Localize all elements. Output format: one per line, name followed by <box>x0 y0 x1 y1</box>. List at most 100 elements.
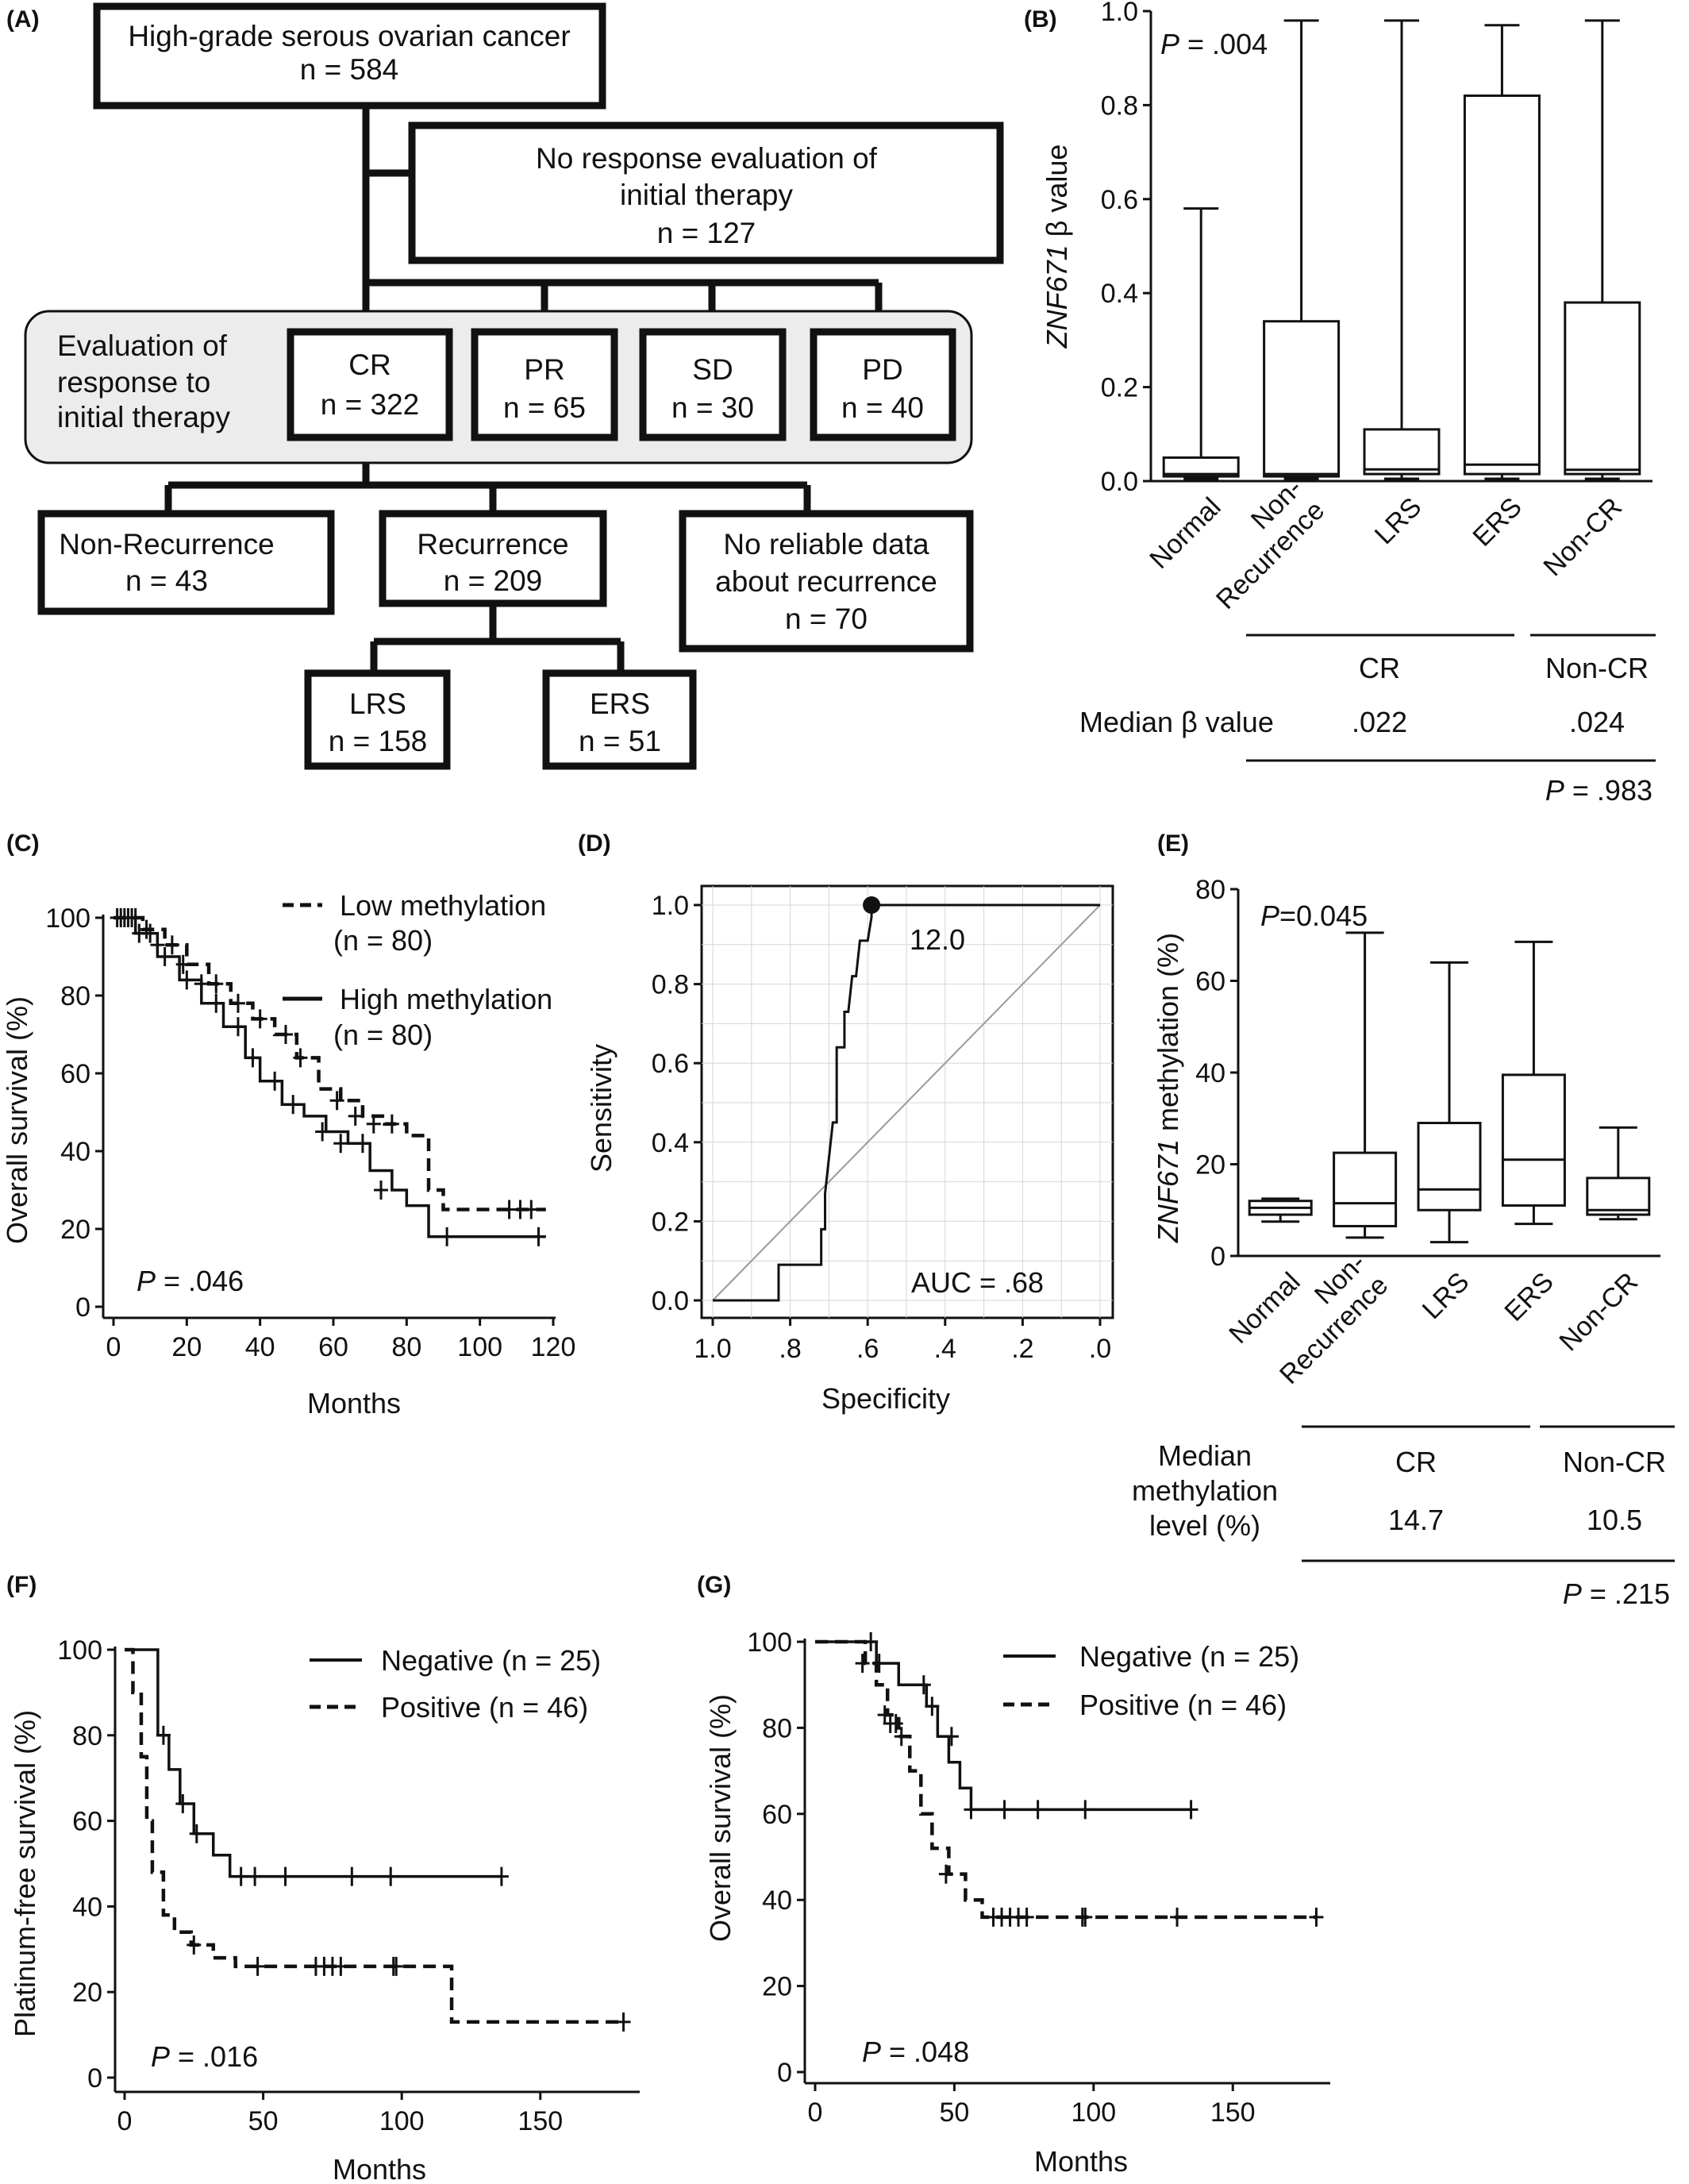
cr-n: n = 322 <box>321 388 419 421</box>
chart-d-reference-diagonal <box>712 904 1101 1301</box>
chart-b-ylabel-unit: β value <box>1041 144 1073 245</box>
eval-line3: initial therapy <box>57 401 231 433</box>
chart-b-ylabel: ZNF671 β value <box>1041 144 1073 349</box>
chart-e-median-cr: 14.7 <box>1388 1504 1444 1536</box>
chart-e-group-cr: CR <box>1395 1446 1437 1478</box>
legend-f-positive-label: Positive (n = 46) <box>381 1691 588 1724</box>
sd-n: n = 30 <box>671 391 754 424</box>
chart-g-series-dashed-line <box>815 1639 1317 1920</box>
chart-f-ytick-label: 80 <box>72 1721 102 1751</box>
chart-d-frame <box>700 884 1114 1319</box>
chart-b-group-cr: CR <box>1359 652 1400 684</box>
chart-g-ytick-label: 40 <box>762 1885 792 1916</box>
chart-f-xtick-label: 50 <box>248 2106 279 2136</box>
flowchart-text: High-grade serous ovarian cancer n = 584… <box>59 20 937 757</box>
chart-d-xtick-label: .8 <box>779 1334 801 1364</box>
chart-f-xlabel: Months <box>333 2153 426 2184</box>
ers-n: n = 51 <box>579 725 661 757</box>
chart-f-legend: Negative (n = 25) Positive (n = 46) <box>310 1644 601 1724</box>
chart-c-ytick-label: 20 <box>60 1215 90 1245</box>
chart-g-ylabel: Overall survival (%) <box>704 1694 737 1942</box>
chart-d-roc-curve <box>713 903 1100 1302</box>
chart-b-table: CR Non-CR Median β value .022 .024 P = .… <box>1079 634 1656 807</box>
chart-c-xtick-label: 120 <box>531 1332 576 1362</box>
legend-g-negative-label: Negative (n = 25) <box>1079 1640 1299 1673</box>
chart-f-ytick-label: 60 <box>72 1807 102 1837</box>
chart-c-legend: Low methylation (n = 80) High methylatio… <box>283 889 552 1051</box>
chart-c-series-dashed-line <box>113 915 546 1211</box>
chart-e-median-noncr: 10.5 <box>1587 1504 1642 1536</box>
chart-f-ytick-label: 100 <box>57 1635 102 1666</box>
panel-label-a: (A) <box>6 6 40 33</box>
chart-e-ylabel-gene: ZNF671 <box>1152 1139 1184 1243</box>
chart-g-legend: Negative (n = 25) Positive (n = 46) <box>1003 1640 1299 1721</box>
chart-b-box <box>1463 94 1541 476</box>
panel-label-d: (D) <box>578 830 611 857</box>
chart-d-xtick-label: .2 <box>1011 1334 1033 1364</box>
chart-f-ytick-label: 20 <box>72 1978 102 2008</box>
pr-n: n = 65 <box>503 391 586 424</box>
box-sd <box>639 328 787 441</box>
chart-e-category-line: ERS <box>1499 1267 1559 1327</box>
chart-b-category-line: ERS <box>1467 492 1527 553</box>
chart-g-pvalue: P = .048 <box>862 2036 969 2068</box>
box-lrs <box>304 669 451 770</box>
chart-g-ytick-label: 100 <box>747 1627 792 1658</box>
chart-b-category-line: LRS <box>1369 492 1428 551</box>
chart-b-box <box>1564 301 1641 476</box>
chart-c-xlabel: Months <box>307 1387 401 1419</box>
chart-d-xtick-label: .4 <box>934 1334 956 1364</box>
chart-g-xtick-label: 150 <box>1210 2097 1256 2128</box>
sd-label: SD <box>692 353 733 386</box>
chart-b-category-label: Non-Recurrence <box>1188 472 1330 614</box>
eval-line1: Evaluation of <box>57 329 228 362</box>
box-recurrence <box>379 510 607 607</box>
chart-d-ytick-label: 0.6 <box>652 1049 689 1079</box>
chart-d-ytick-label: 0.8 <box>652 970 689 1000</box>
chart-d-ytick-label: 0.4 <box>652 1128 689 1158</box>
chart-e-group-noncr: Non-CR <box>1563 1446 1666 1478</box>
chart-e-category-line: Non-CR <box>1553 1267 1644 1358</box>
chart-g-ytick-label: 80 <box>762 1713 792 1743</box>
chart-f-ylabel: Platinum-free survival (%) <box>9 1710 41 2037</box>
legend-f-negative-label: Negative (n = 25) <box>381 1644 601 1677</box>
chart-e-row-label-3: level (%) <box>1149 1509 1260 1542</box>
chart-c-ytick-label: 60 <box>60 1059 90 1089</box>
chart-g-ytick-label: 0 <box>777 2058 792 2088</box>
norel-n: n = 70 <box>785 603 868 635</box>
chart-e-ytick-label: 0 <box>1210 1242 1225 1272</box>
chart-g-plot: 0 20 40 60 80 100 0 50 100 150 <box>747 1627 1330 2128</box>
chart-g-ytick-label: 60 <box>762 1800 792 1830</box>
norel-line1: No reliable data <box>723 528 929 560</box>
chart-b-group-noncr: Non-CR <box>1545 652 1649 684</box>
chart-b-median-cr: .022 <box>1352 706 1407 738</box>
legend-high-label: High methylation <box>340 983 552 1015</box>
chart-c-pvalue: P = .046 <box>137 1265 244 1297</box>
chart-e-box <box>1333 1151 1398 1227</box>
chart-e-ytick-label: 80 <box>1195 875 1225 905</box>
chart-e-p-italic: P <box>1260 899 1279 932</box>
chart-e-p-text: =0.045 <box>1279 899 1368 932</box>
chart-b-plot: 0.0 0.2 0.4 0.6 0.8 1.0 Normal Non-Recurrence LR… <box>1101 0 1652 615</box>
chart-b-table-pvalue: P = .983 <box>1545 774 1652 807</box>
chart-e-category-label: LRS <box>1417 1267 1475 1326</box>
chart-e-table: Median methylation level (%) CR Non-CR 1… <box>1132 1425 1675 1610</box>
cr-label: CR <box>348 349 391 381</box>
panel-a-flowchart: (A) <box>6 2 1004 770</box>
chart-c-ytick-label: 80 <box>60 981 90 1011</box>
chart-f-xtick-label: 100 <box>379 2106 425 2136</box>
chart-f-series-dashed-line <box>125 1647 624 2024</box>
chart-b-box <box>1363 428 1441 476</box>
chart-b-p-italic: P <box>1160 28 1179 60</box>
chart-e-pvalue: P=0.045 <box>1260 899 1368 932</box>
chart-e-ytick-label: 20 <box>1195 1150 1225 1181</box>
chart-c-xtick-label: 20 <box>171 1332 202 1362</box>
pd-n: n = 40 <box>841 391 924 424</box>
box-ers <box>542 669 697 770</box>
chart-d-cutoff-label: 12.0 <box>910 923 965 956</box>
lrs-label: LRS <box>349 688 406 720</box>
panel-c-km: (C) 0 20 40 60 80 100 0 20 40 60 80 100 120 Months O… <box>1 830 575 1419</box>
chart-b-ytick-label: 0.6 <box>1101 185 1138 215</box>
chart-d-cutoff-point <box>863 896 881 914</box>
